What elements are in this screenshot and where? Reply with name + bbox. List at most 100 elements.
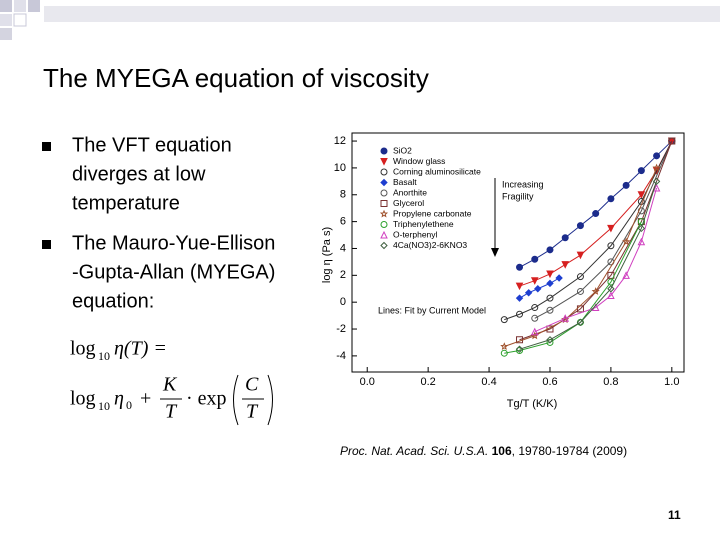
citation-journal: Proc. Nat. Acad. Sci. U.S.A. (340, 444, 488, 458)
data-point (668, 137, 676, 145)
data-point (546, 270, 554, 279)
legend-label: Propylene carbonate (393, 208, 472, 218)
annotation: Fragility (502, 191, 534, 201)
data-point (555, 274, 563, 282)
x-tick-label: 0.6 (542, 376, 557, 388)
bullet-text: diverges at low (72, 163, 206, 185)
bullet-marker (42, 142, 51, 151)
data-point (524, 289, 533, 297)
bullet-text: equation: (72, 290, 154, 312)
data-point (652, 163, 661, 172)
bullet-text: The Mauro-Yue-Ellison (72, 232, 275, 254)
data-point (637, 237, 646, 246)
page-number: 11 (668, 508, 681, 522)
data-point (652, 177, 661, 186)
annotation: Lines: Fit by Current Model (378, 305, 486, 315)
fit-line (519, 181, 658, 350)
legend-label: Window glass (393, 156, 445, 166)
data-point (546, 306, 554, 314)
legend-label: O-terphenyl (393, 229, 438, 239)
data-point (516, 310, 524, 318)
x-tick-label: 1.0 (664, 376, 679, 388)
data-point (607, 291, 615, 299)
legend-label: Basalt (393, 177, 417, 187)
bullet-text: -Gupta-Allan (MYEGA) (72, 261, 275, 283)
data-point (607, 271, 615, 279)
data-point (561, 314, 570, 322)
legend-label: Triphenylethene (393, 219, 454, 229)
data-point (607, 242, 615, 250)
legend-marker (380, 241, 388, 250)
eq-text: 10 (98, 399, 110, 413)
x-tick-label: 0.8 (603, 376, 618, 388)
eq-text: 10 (98, 349, 110, 363)
y-tick-label: -4 (336, 350, 346, 362)
data-point (637, 198, 645, 205)
fit-line (504, 221, 642, 354)
eq-text: T (246, 401, 259, 423)
eq-text: + (140, 388, 151, 410)
paren (267, 374, 273, 426)
legend-label: Anorthite (393, 187, 427, 197)
fit-line (504, 167, 658, 347)
eq-text: C (245, 374, 259, 396)
y-tick-label: 8 (340, 189, 346, 201)
data-point (561, 234, 569, 242)
data-point (546, 246, 554, 254)
data-point (531, 304, 539, 311)
data-point (653, 152, 661, 160)
data-point (546, 336, 554, 344)
data-point (546, 294, 554, 302)
y-tick-label: 2 (340, 269, 346, 281)
legend-marker (380, 189, 388, 197)
citation-volume: 106 (492, 444, 512, 458)
data-point (516, 263, 524, 271)
paren (233, 374, 239, 426)
data-point (576, 318, 585, 327)
bullet-marker (42, 240, 51, 249)
corner-decoration (0, 0, 720, 40)
data-point (637, 167, 645, 175)
eq-text: K (162, 374, 178, 396)
citation-pages: , 19780-19784 (2009) (512, 444, 627, 458)
y-tick-label: 12 (334, 135, 346, 147)
legend-marker (380, 230, 388, 239)
y-tick-label: 10 (334, 162, 346, 174)
data-point (530, 277, 539, 285)
data-point (591, 287, 600, 295)
legend-marker (380, 158, 388, 166)
y-tick-label: 0 (340, 296, 346, 308)
annotation: Increasing (502, 179, 544, 189)
data-point (516, 336, 524, 344)
data-point (607, 195, 615, 203)
y-tick-label: 6 (340, 216, 346, 228)
chart: 0.0 0.2 0.4 0.6 0.8 1.0 -4 -2 0 2 4 6 8 10 12 Tg/T (K/K… (321, 132, 685, 410)
slide-title: The MYEGA equation of viscosity (43, 63, 429, 93)
legend-label: SiO2 (393, 145, 412, 155)
eq-text: · exp (186, 388, 227, 410)
data-point (607, 224, 615, 233)
data-point (576, 251, 585, 260)
legend-marker (380, 200, 388, 207)
x-axis-label: Tg/T (K/K) (507, 398, 558, 410)
data-point (500, 316, 508, 324)
data-point (515, 294, 524, 302)
data-point (622, 181, 630, 189)
y-tick-label: 4 (340, 242, 346, 254)
data-point (637, 224, 646, 233)
legend-marker (380, 221, 388, 228)
bullet-text: The VFT equation (72, 134, 232, 156)
y-axis-label: log η (Pa s) (321, 227, 333, 283)
legend-marker (380, 178, 388, 187)
x-tick-label: 0.0 (360, 376, 375, 388)
equation: log 10 η(T) = log 10 η 0 + K T · exp C T (70, 338, 273, 426)
eq-text: log (70, 338, 96, 360)
data-point (500, 342, 509, 350)
bullet-text: temperature (72, 192, 180, 214)
data-point (531, 255, 539, 263)
data-point (534, 285, 542, 293)
data-point (652, 183, 661, 192)
x-tick-label: 0.2 (420, 376, 435, 388)
data-point (622, 237, 631, 246)
data-point (622, 271, 630, 279)
